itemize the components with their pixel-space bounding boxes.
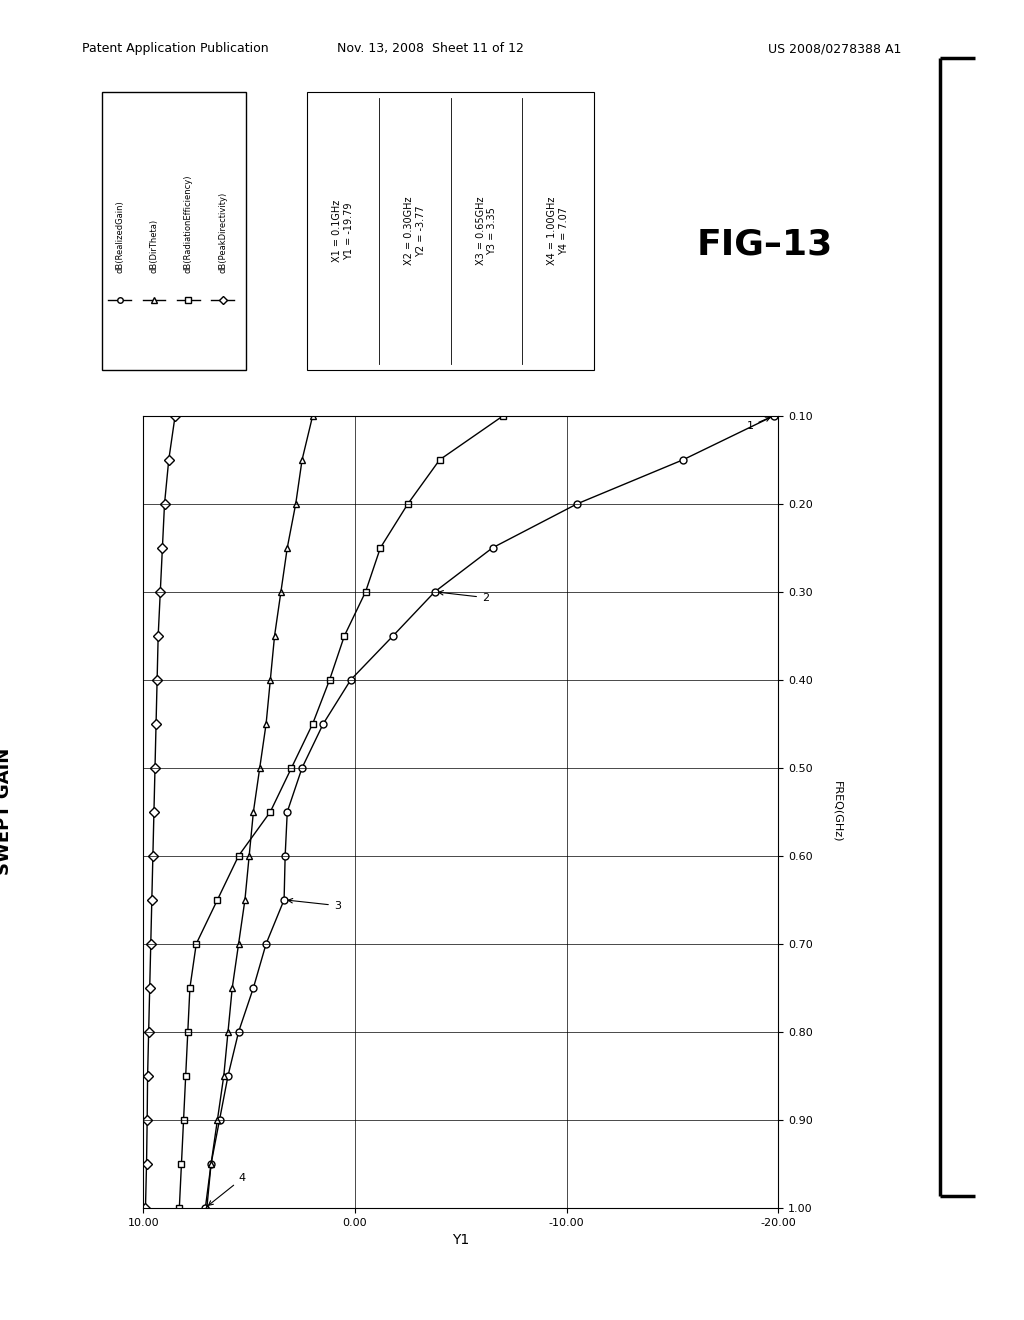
dB(PeakDirectivity) xyxy=(159,496,171,512)
dB(PeakDirectivity) xyxy=(150,715,162,731)
dB(RadiationEfficiency) xyxy=(286,760,298,776)
Text: FIG–13: FIG–13 xyxy=(696,227,833,261)
Text: 4: 4 xyxy=(209,1173,246,1205)
Text: X1 = 0.1GHz
Y1 = -19.79: X1 = 0.1GHz Y1 = -19.79 xyxy=(332,199,354,263)
dB(RealizedGain) xyxy=(317,715,330,731)
dB(PeakDirectivity) xyxy=(143,979,156,995)
dB(RealizedGain) xyxy=(232,1024,245,1040)
dB(PeakDirectivity) xyxy=(145,892,158,908)
Text: dB(RealizedGain): dB(RealizedGain) xyxy=(115,199,124,273)
dB(DirTheta) xyxy=(260,715,272,731)
dB(RealizedGain) xyxy=(768,408,780,424)
dB(PeakDirectivity) xyxy=(146,847,159,863)
dB(PeakDirectivity) xyxy=(157,540,169,556)
dB(RealizedGain) xyxy=(571,496,584,512)
Line: dB(RealizedGain): dB(RealizedGain) xyxy=(202,412,777,1212)
dB(PeakDirectivity) xyxy=(152,628,164,644)
dB(PeakDirectivity) xyxy=(163,451,175,467)
dB(RealizedGain) xyxy=(282,804,294,820)
Text: dB(DirTheta): dB(DirTheta) xyxy=(150,218,159,273)
dB(RadiationEfficiency) xyxy=(183,979,196,995)
dB(DirTheta) xyxy=(211,1111,223,1127)
dB(DirTheta) xyxy=(247,804,259,820)
dB(RadiationEfficiency) xyxy=(173,1200,185,1216)
dB(RealizedGain) xyxy=(279,847,291,863)
Text: dB(RadiationEfficiency): dB(RadiationEfficiency) xyxy=(184,174,193,273)
dB(RealizedGain) xyxy=(247,979,259,995)
dB(RealizedGain) xyxy=(278,892,290,908)
dB(RealizedGain) xyxy=(677,451,689,467)
dB(DirTheta) xyxy=(274,583,287,599)
dB(PeakDirectivity) xyxy=(151,672,163,688)
dB(PeakDirectivity) xyxy=(148,760,161,776)
dB(DirTheta) xyxy=(243,847,255,863)
dB(RadiationEfficiency) xyxy=(181,1024,194,1040)
dB(RealizedGain) xyxy=(222,1068,234,1084)
dB(RealizedGain) xyxy=(429,583,441,599)
dB(RealizedGain) xyxy=(387,628,399,644)
dB(PeakDirectivity) xyxy=(139,1200,152,1216)
Text: 3: 3 xyxy=(288,899,341,911)
dB(DirTheta) xyxy=(205,1156,217,1172)
dB(DirTheta) xyxy=(290,496,302,512)
dB(DirTheta) xyxy=(296,451,308,467)
Text: X2 = 0.30GHz
Y2 = -3.77: X2 = 0.30GHz Y2 = -3.77 xyxy=(403,197,426,265)
dB(RealizedGain) xyxy=(200,1200,212,1216)
dB(RadiationEfficiency) xyxy=(324,672,336,688)
dB(RadiationEfficiency) xyxy=(264,804,276,820)
dB(RadiationEfficiency) xyxy=(433,451,445,467)
dB(RadiationEfficiency) xyxy=(306,715,318,731)
dB(DirTheta) xyxy=(239,892,251,908)
dB(DirTheta) xyxy=(306,408,318,424)
dB(DirTheta) xyxy=(282,540,294,556)
dB(RadiationEfficiency) xyxy=(497,408,509,424)
dB(PeakDirectivity) xyxy=(141,1111,154,1127)
Text: SWEPT GAIN: SWEPT GAIN xyxy=(0,748,12,875)
dB(RadiationEfficiency) xyxy=(190,936,203,952)
dB(RadiationEfficiency) xyxy=(211,892,223,908)
dB(PeakDirectivity) xyxy=(141,1068,154,1084)
Text: dB(PeakDirectivity): dB(PeakDirectivity) xyxy=(218,191,227,273)
dB(DirTheta) xyxy=(268,628,281,644)
dB(PeakDirectivity) xyxy=(144,936,157,952)
dB(DirTheta) xyxy=(201,1200,213,1216)
dB(RealizedGain) xyxy=(345,672,357,688)
dB(RadiationEfficiency) xyxy=(179,1068,191,1084)
Y-axis label: FREQ(GHz): FREQ(GHz) xyxy=(833,781,842,842)
dB(RadiationEfficiency) xyxy=(359,583,372,599)
dB(PeakDirectivity) xyxy=(155,583,167,599)
dB(DirTheta) xyxy=(232,936,245,952)
dB(DirTheta) xyxy=(222,1024,234,1040)
dB(PeakDirectivity) xyxy=(140,1156,153,1172)
Text: US 2008/0278388 A1: US 2008/0278388 A1 xyxy=(768,42,901,55)
dB(PeakDirectivity) xyxy=(142,1024,155,1040)
dB(RadiationEfficiency) xyxy=(177,1111,189,1127)
Line: dB(RadiationEfficiency): dB(RadiationEfficiency) xyxy=(176,412,507,1212)
dB(PeakDirectivity) xyxy=(169,408,181,424)
dB(RadiationEfficiency) xyxy=(401,496,414,512)
dB(RadiationEfficiency) xyxy=(374,540,386,556)
Text: 1: 1 xyxy=(746,417,770,432)
Text: X3 = 0.65GHz
Y3 = 3.35: X3 = 0.65GHz Y3 = 3.35 xyxy=(475,197,498,265)
dB(RealizedGain) xyxy=(205,1156,217,1172)
dB(DirTheta) xyxy=(264,672,276,688)
dB(DirTheta) xyxy=(218,1068,230,1084)
Line: dB(PeakDirectivity): dB(PeakDirectivity) xyxy=(142,412,178,1212)
dB(PeakDirectivity) xyxy=(147,804,160,820)
dB(RadiationEfficiency) xyxy=(338,628,350,644)
dB(RadiationEfficiency) xyxy=(232,847,245,863)
dB(RealizedGain) xyxy=(260,936,272,952)
dB(DirTheta) xyxy=(226,979,239,995)
X-axis label: Y1: Y1 xyxy=(453,1233,469,1247)
Text: 2: 2 xyxy=(438,590,489,603)
dB(RealizedGain) xyxy=(296,760,308,776)
Text: Patent Application Publication: Patent Application Publication xyxy=(82,42,268,55)
Text: Nov. 13, 2008  Sheet 11 of 12: Nov. 13, 2008 Sheet 11 of 12 xyxy=(337,42,523,55)
dB(RealizedGain) xyxy=(213,1111,225,1127)
dB(RadiationEfficiency) xyxy=(175,1156,187,1172)
Line: dB(DirTheta): dB(DirTheta) xyxy=(204,412,316,1212)
dB(RealizedGain) xyxy=(486,540,499,556)
Text: X4 = 1.00GHz
Y4 = 7.07: X4 = 1.00GHz Y4 = 7.07 xyxy=(547,197,569,265)
dB(DirTheta) xyxy=(254,760,266,776)
